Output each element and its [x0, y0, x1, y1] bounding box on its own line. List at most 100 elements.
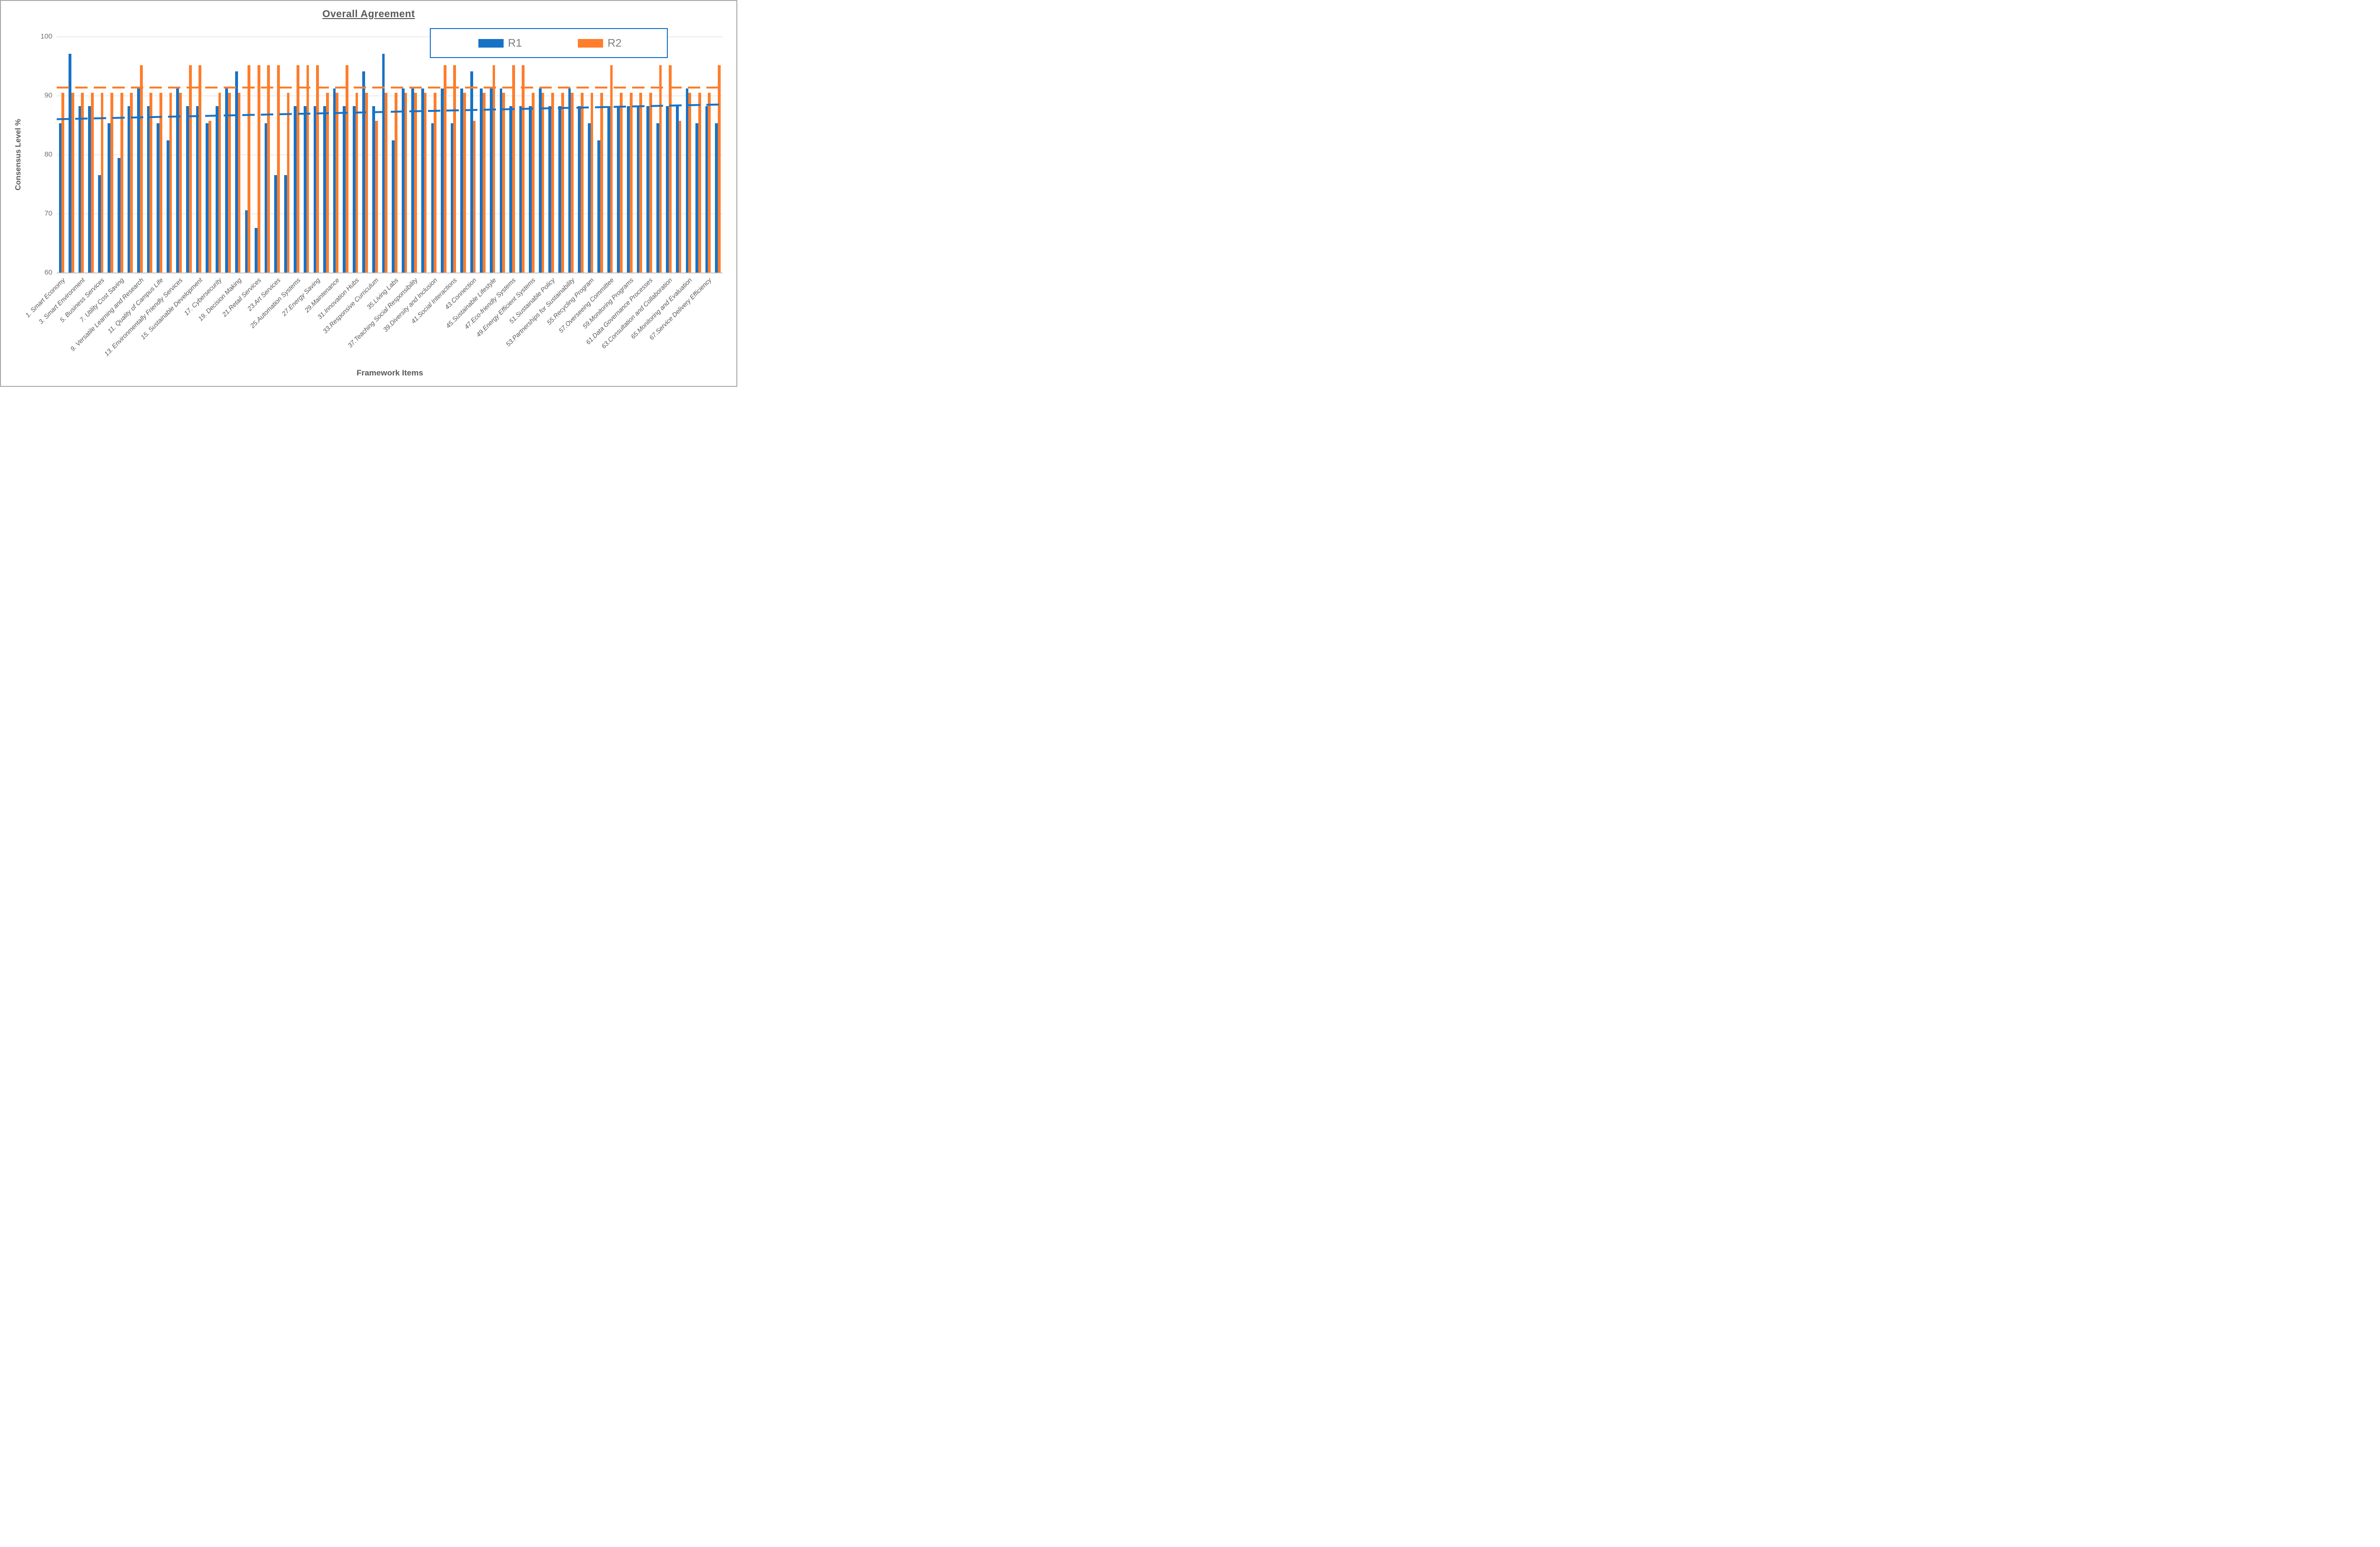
bar-group-50 — [536, 37, 546, 273]
bar-r1-item-11 — [157, 123, 160, 273]
bar-group-6 — [106, 37, 116, 273]
bar-r2-item-13 — [179, 92, 182, 273]
bar-r2-item-60 — [639, 92, 643, 273]
bar-group-17 — [213, 37, 223, 273]
bar-group-28 — [321, 37, 331, 273]
bar-r1-item-60 — [636, 106, 640, 273]
bar-r1-item-35 — [392, 140, 395, 273]
bar-group-34 — [380, 37, 390, 273]
bar-r1-item-28 — [323, 106, 326, 273]
bar-r1-item-1 — [59, 123, 62, 273]
bar-group-2 — [67, 37, 77, 273]
bar-group-10 — [145, 37, 155, 273]
bar-r2-item-25 — [297, 65, 299, 273]
bar-group-60 — [635, 37, 645, 273]
bar-r2-item-43 — [473, 121, 476, 273]
bar-group-20 — [243, 37, 253, 273]
bar-group-47 — [507, 37, 517, 273]
bar-r2-item-46 — [502, 92, 506, 273]
bar-r2-item-12 — [169, 92, 172, 273]
plot-area: 1. Smart Economy 3. Smart Environment 5. B… — [24, 37, 723, 357]
bar-r2-item-18 — [228, 92, 231, 273]
bar-r2-item-28 — [326, 92, 329, 273]
bar-r2-item-36 — [404, 92, 407, 273]
bar-group-49 — [527, 37, 537, 273]
bar-group-14 — [184, 37, 194, 273]
bar-group-26 — [301, 37, 311, 273]
bar-r2-item-16 — [208, 121, 211, 273]
bar-r2-item-41 — [453, 65, 456, 273]
bar-group-7 — [115, 37, 125, 273]
legend-item-r1: R1 — [478, 37, 522, 49]
bar-group-64 — [674, 37, 684, 273]
bar-r2-item-68 — [718, 65, 721, 273]
bar-r2-item-20 — [248, 65, 251, 273]
bar-r2-item-23 — [277, 65, 280, 273]
bar-group-9 — [135, 37, 145, 273]
chart-screenshot: Overall Agreement R1 R2 Consensus Level … — [0, 0, 737, 387]
bar-r1-item-56 — [597, 140, 601, 273]
bar-group-55 — [585, 37, 595, 273]
bar-r1-item-40 — [441, 89, 444, 273]
bar-r1-item-13 — [176, 89, 179, 273]
bar-group-4 — [86, 37, 96, 273]
bar-r1-item-59 — [627, 106, 630, 273]
trendline-r2 — [57, 86, 723, 89]
bars-layer — [57, 37, 723, 273]
bar-group-42 — [458, 37, 468, 273]
bar-r2-item-29 — [336, 92, 339, 273]
bar-r1-item-51 — [548, 106, 552, 273]
bar-r2-item-55 — [590, 92, 594, 273]
bar-r2-item-14 — [188, 65, 192, 273]
bar-r1-item-18 — [225, 89, 228, 273]
bar-r1-item-37 — [411, 89, 415, 273]
bar-group-66 — [694, 37, 704, 273]
bar-r2-item-38 — [424, 92, 427, 273]
bar-r1-item-3 — [78, 106, 81, 273]
bar-r2-item-10 — [149, 92, 153, 273]
bar-group-31 — [350, 37, 360, 273]
bar-group-39 — [429, 37, 439, 273]
bar-r1-item-33 — [372, 106, 375, 273]
bar-r1-item-14 — [186, 106, 189, 273]
bar-r1-item-46 — [499, 89, 503, 273]
bar-r1-item-16 — [206, 123, 208, 273]
bar-group-53 — [566, 37, 576, 273]
bar-r2-item-48 — [522, 65, 525, 273]
bar-r1-item-53 — [568, 89, 571, 273]
bar-group-45 — [487, 37, 497, 273]
bar-r1-item-68 — [715, 123, 718, 273]
bar-group-51 — [546, 37, 556, 273]
legend-label-r1: R1 — [508, 37, 522, 49]
bar-r2-item-50 — [541, 92, 545, 273]
bar-group-67 — [703, 37, 713, 273]
bar-group-33 — [370, 37, 380, 273]
bar-group-54 — [576, 37, 586, 273]
chart-title: Overall Agreement — [322, 9, 415, 20]
bar-r1-item-49 — [529, 106, 532, 273]
x-axis-title: Framework Items — [357, 368, 423, 377]
bar-r1-item-58 — [617, 106, 620, 273]
bar-r2-item-15 — [198, 65, 202, 273]
bar-r1-item-24 — [284, 175, 287, 273]
bar-r2-item-9 — [139, 65, 143, 273]
bar-r2-item-26 — [306, 65, 309, 273]
bar-r2-item-64 — [678, 121, 682, 273]
bar-group-46 — [497, 37, 507, 273]
bar-r1-item-17 — [215, 106, 218, 273]
bar-group-3 — [76, 37, 86, 273]
bar-r2-item-2 — [71, 92, 74, 273]
bar-group-21 — [253, 37, 263, 273]
bar-group-63 — [664, 37, 674, 273]
bar-group-18 — [223, 37, 233, 273]
bar-r2-item-19 — [238, 92, 241, 273]
legend-label-r2: R2 — [607, 37, 622, 49]
bar-r1-item-41 — [450, 123, 454, 273]
bar-group-36 — [399, 37, 409, 273]
bar-r2-item-24 — [287, 92, 290, 273]
bar-r2-item-59 — [629, 92, 633, 273]
bar-r1-item-66 — [695, 123, 698, 273]
bar-r2-item-58 — [620, 92, 623, 273]
bar-r1-item-23 — [274, 175, 277, 273]
bar-r2-item-33 — [375, 121, 378, 273]
